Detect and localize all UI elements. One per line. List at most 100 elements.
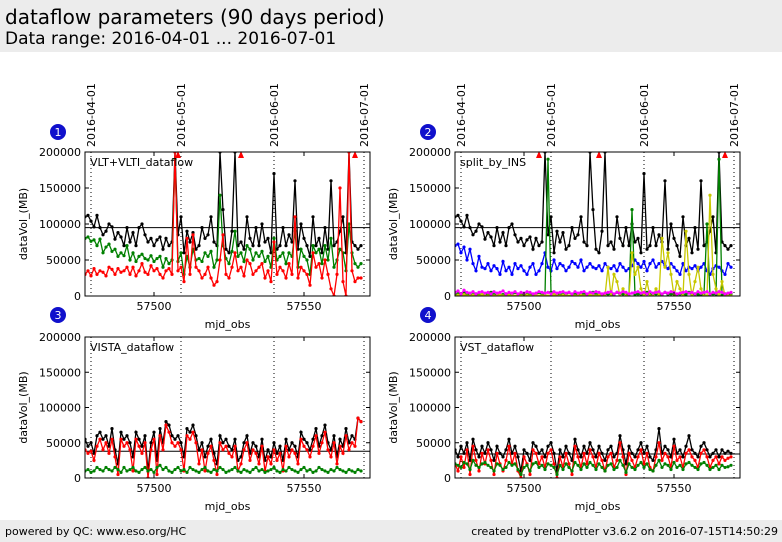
data-point: [666, 251, 670, 255]
x-tick-label: 57500: [137, 482, 172, 495]
data-point: [654, 287, 658, 291]
data-point: [471, 444, 475, 448]
data-point: [98, 269, 102, 273]
data-point: [636, 463, 640, 467]
data-point: [513, 290, 517, 294]
data-point: [302, 269, 306, 273]
data-point: [477, 465, 481, 470]
data-point: [618, 458, 622, 462]
data-point: [678, 448, 682, 452]
data-point: [465, 462, 469, 466]
data-point: [260, 437, 264, 441]
x-axis-label: mjd_obs: [205, 500, 251, 513]
data-point: [203, 469, 207, 473]
data-point: [185, 470, 189, 474]
data-point: [534, 451, 538, 455]
data-point: [654, 244, 658, 248]
data-point: [314, 434, 318, 438]
data-point: [549, 463, 553, 467]
data-point: [486, 231, 490, 235]
data-point: [299, 437, 303, 441]
data-point: [140, 451, 144, 455]
data-point: [320, 434, 324, 438]
data-point: [690, 455, 694, 459]
data-point: [489, 235, 493, 239]
series-line: [85, 416, 362, 472]
data-point: [248, 247, 252, 251]
data-point: [582, 240, 586, 244]
data-point: [492, 469, 496, 473]
data-point: [290, 467, 294, 472]
data-point: [534, 236, 538, 240]
data-point: [720, 290, 724, 294]
overflow-marker: [596, 151, 602, 158]
data-point: [717, 462, 721, 466]
data-point: [513, 451, 517, 455]
overflow-marker: [352, 151, 358, 158]
data-point: [645, 280, 649, 284]
data-point: [705, 463, 709, 467]
data-point: [567, 462, 571, 466]
overflow-marker: [175, 151, 181, 158]
panel-number-label: 1: [55, 126, 62, 139]
data-point: [705, 455, 709, 459]
data-point: [281, 269, 285, 273]
data-point: [600, 269, 604, 273]
data-point: [648, 244, 652, 248]
data-point: [501, 289, 505, 293]
data-point: [507, 293, 511, 296]
data-point: [200, 226, 204, 230]
data-point: [137, 226, 141, 230]
data-point: [630, 208, 634, 212]
data-point: [522, 455, 526, 459]
data-point: [588, 460, 592, 465]
data-point: [702, 448, 706, 452]
data-point: [555, 229, 559, 233]
data-point: [299, 430, 303, 434]
data-point: [483, 460, 487, 465]
data-point: [125, 441, 129, 445]
data-point: [167, 423, 171, 427]
data-point: [588, 290, 592, 294]
data-point: [693, 292, 697, 296]
data-point: [594, 455, 598, 459]
data-point: [233, 251, 237, 255]
data-point: [104, 274, 108, 278]
data-point: [603, 469, 607, 473]
data-point: [179, 448, 183, 452]
data-point: [170, 272, 174, 276]
footer-powered-by: powered by QC: www.eso.org/HC: [5, 525, 187, 538]
data-point: [212, 240, 216, 244]
data-point: [230, 467, 234, 472]
data-point: [612, 292, 616, 296]
data-point: [486, 290, 490, 294]
data-point: [224, 272, 228, 276]
data-point: [275, 451, 279, 455]
data-point: [495, 444, 499, 448]
data-point: [254, 269, 258, 273]
data-point: [612, 467, 616, 472]
data-point: [537, 462, 541, 466]
data-point: [591, 463, 595, 467]
data-point: [471, 437, 475, 441]
data-point: [176, 465, 180, 470]
data-point: [116, 231, 120, 235]
data-point: [275, 458, 279, 462]
data-point: [645, 451, 649, 455]
data-point: [356, 467, 360, 472]
data-point: [308, 254, 312, 258]
data-point: [149, 236, 153, 240]
data-point: [134, 469, 138, 473]
data-point: [323, 244, 327, 248]
data-point: [675, 292, 679, 296]
data-point: [558, 448, 562, 452]
data-point: [711, 451, 715, 455]
data-point: [278, 265, 282, 269]
data-point: [726, 465, 730, 469]
data-point: [639, 251, 643, 255]
data-point: [284, 437, 288, 441]
data-point: [119, 430, 123, 434]
data-point: [110, 427, 114, 431]
data-point: [101, 437, 105, 441]
data-point: [552, 465, 556, 470]
